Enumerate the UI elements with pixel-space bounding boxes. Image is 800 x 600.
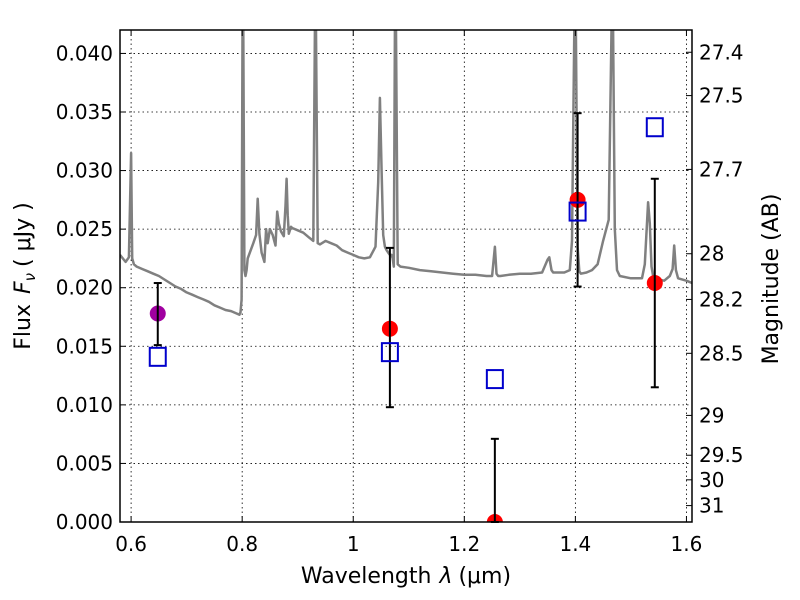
y2-tick-label: 27.4 [699,40,744,64]
model-square [380,342,399,363]
y2-tick-label: 28.5 [699,341,744,365]
x-tick-label: 1.6 [671,532,703,556]
y2-tick-label: 31 [699,494,724,518]
y-tick-label: 0.030 [56,159,113,183]
y2-tick-label: 27.5 [699,84,744,108]
y2-tick-label: 29.5 [699,443,744,467]
model-square [645,117,664,138]
plot-area [120,30,692,522]
y-tick-label: 0.005 [56,451,113,475]
model-square [148,346,167,367]
y2-tick-label: 29 [699,403,724,427]
x-tick-label: 1.2 [448,532,480,556]
x-axis-label: Wavelength λ (μm) [301,564,511,589]
grid [120,30,692,523]
y-tick-label: 0.035 [56,100,113,124]
y-tick-label: 0.040 [56,41,113,65]
y2-axis-label: Magnitude (AB) [759,194,784,365]
y-tick-label: 0.010 [56,393,113,417]
y2-tick-label: 28 [699,242,724,266]
sed-line [120,30,692,316]
y-axis-label: FluxFν( μJy ) [11,202,39,349]
model-square [485,369,504,390]
x-tick-label: 1 [347,532,360,556]
y-tick-label: 0.015 [56,334,113,358]
x-tick-label: 0.8 [226,532,258,556]
y2-tick-label: 30 [699,468,724,492]
y-tick-label: 0.020 [56,276,113,300]
y2-tick-label: 28.2 [699,287,744,311]
y-tick-label: 0.000 [56,510,113,534]
plot-frame [119,29,693,523]
model-square [568,201,587,222]
y-tick-label: 0.025 [56,217,113,241]
x-tick-label: 1.4 [559,532,591,556]
x-tick-label: 0.6 [115,532,147,556]
axis-ticks: 0.6 0.8 1 1.2 1.4 1.6 0.000 0.005 0.010 0.015 0.02… [56,30,744,556]
y2-tick-label: 27.7 [699,157,744,181]
